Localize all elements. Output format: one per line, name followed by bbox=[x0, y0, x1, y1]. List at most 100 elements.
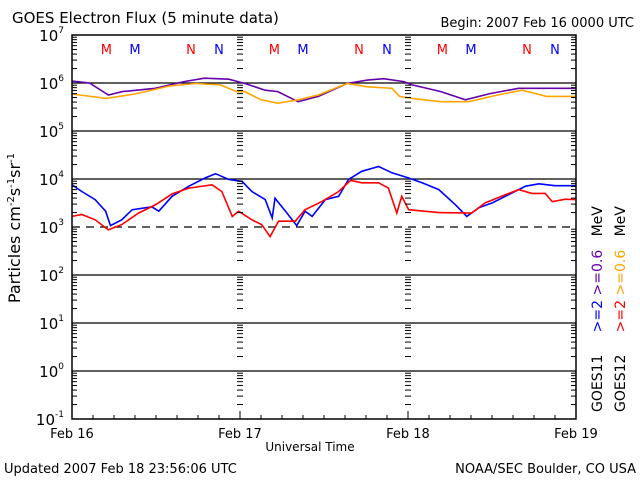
data-point bbox=[294, 220, 296, 222]
data-point bbox=[261, 224, 263, 226]
local-time-marker: N bbox=[354, 43, 364, 58]
data-point bbox=[366, 79, 368, 81]
data-point bbox=[211, 184, 213, 186]
data-point bbox=[109, 224, 112, 227]
data-point bbox=[471, 212, 473, 214]
local-time-marker: M bbox=[101, 43, 112, 58]
series-line bbox=[71, 179, 577, 239]
legend-entry: GOES11 >=2 >=0.6 MeV bbox=[590, 206, 606, 412]
data-point bbox=[466, 215, 468, 218]
data-point bbox=[455, 204, 457, 206]
data-point bbox=[564, 198, 567, 200]
data-point bbox=[171, 193, 173, 195]
data-point bbox=[121, 224, 123, 226]
data-point bbox=[81, 213, 83, 216]
data-point bbox=[361, 170, 363, 172]
data-point bbox=[204, 177, 206, 179]
data-point bbox=[464, 99, 466, 101]
data-point bbox=[183, 80, 185, 83]
local-time-marker: N bbox=[214, 43, 224, 58]
data-point bbox=[88, 82, 91, 84]
data-point bbox=[137, 212, 140, 214]
data-point bbox=[396, 212, 398, 214]
data-point bbox=[235, 91, 238, 93]
data-point bbox=[391, 87, 393, 89]
plot-frame bbox=[71, 34, 577, 420]
data-point bbox=[274, 197, 276, 199]
x-axis-label: Universal Time bbox=[265, 440, 354, 454]
data-point bbox=[408, 177, 410, 179]
data-point bbox=[105, 210, 107, 212]
y-tick-label: 103 bbox=[39, 218, 64, 237]
data-point bbox=[518, 87, 520, 89]
data-point bbox=[277, 102, 279, 104]
data-point bbox=[260, 99, 262, 101]
y-tick-label: 105 bbox=[39, 122, 64, 141]
data-point bbox=[121, 91, 123, 93]
data-point bbox=[154, 204, 156, 206]
data-point bbox=[411, 84, 413, 86]
local-time-marker: M bbox=[297, 43, 308, 58]
data-point bbox=[421, 182, 423, 184]
data-point bbox=[105, 97, 107, 99]
local-time-marker: M bbox=[269, 43, 280, 58]
data-point bbox=[408, 209, 410, 211]
data-point bbox=[188, 185, 190, 187]
data-point bbox=[317, 95, 319, 98]
data-point bbox=[214, 173, 217, 175]
data-point bbox=[169, 85, 171, 87]
legend-entry: GOES12 >=2 >=0.6 MeV bbox=[613, 206, 629, 412]
local-time-marker: N bbox=[186, 43, 196, 58]
data-point bbox=[366, 86, 368, 88]
data-point bbox=[497, 94, 499, 96]
data-point bbox=[382, 78, 385, 80]
data-point bbox=[107, 94, 109, 96]
data-point bbox=[231, 215, 233, 218]
local-time-marker: N bbox=[550, 43, 560, 58]
data-point bbox=[171, 195, 173, 197]
data-point bbox=[219, 84, 221, 86]
data-point bbox=[546, 95, 548, 98]
x-tick-label: Feb 19 bbox=[554, 427, 598, 442]
data-point bbox=[244, 82, 246, 85]
data-point bbox=[228, 178, 230, 181]
data-point bbox=[296, 224, 298, 227]
data-point bbox=[361, 182, 363, 184]
data-point bbox=[94, 199, 96, 201]
data-point bbox=[321, 200, 323, 203]
data-point bbox=[195, 82, 197, 85]
data-point bbox=[518, 188, 520, 191]
data-point bbox=[203, 77, 205, 79]
data-point bbox=[158, 210, 160, 212]
data-point bbox=[134, 93, 136, 95]
local-time-marker: N bbox=[382, 43, 392, 58]
y-tick-label: 100 bbox=[39, 362, 64, 381]
data-point bbox=[551, 200, 553, 203]
data-point bbox=[269, 236, 271, 238]
data-point bbox=[504, 195, 506, 197]
data-point bbox=[264, 199, 266, 201]
data-point bbox=[317, 94, 319, 96]
data-point bbox=[221, 190, 223, 193]
data-point bbox=[484, 202, 486, 204]
y-tick-label: 107 bbox=[39, 26, 64, 45]
data-point bbox=[311, 215, 313, 218]
data-point bbox=[347, 178, 350, 181]
data-point bbox=[107, 229, 109, 231]
series-line bbox=[71, 82, 576, 105]
data-point bbox=[304, 209, 306, 211]
data-point bbox=[228, 78, 230, 80]
data-point bbox=[403, 80, 405, 83]
updated-label: Updated 2007 Feb 18 23:56:06 UTC bbox=[4, 462, 237, 477]
local-time-marker: M bbox=[129, 43, 140, 58]
data-point bbox=[378, 165, 380, 168]
data-point bbox=[264, 89, 266, 91]
data-point bbox=[378, 182, 380, 184]
data-point bbox=[521, 89, 523, 91]
data-point bbox=[544, 192, 546, 194]
data-point bbox=[350, 179, 352, 182]
data-point bbox=[438, 212, 440, 214]
data-point bbox=[438, 188, 440, 191]
